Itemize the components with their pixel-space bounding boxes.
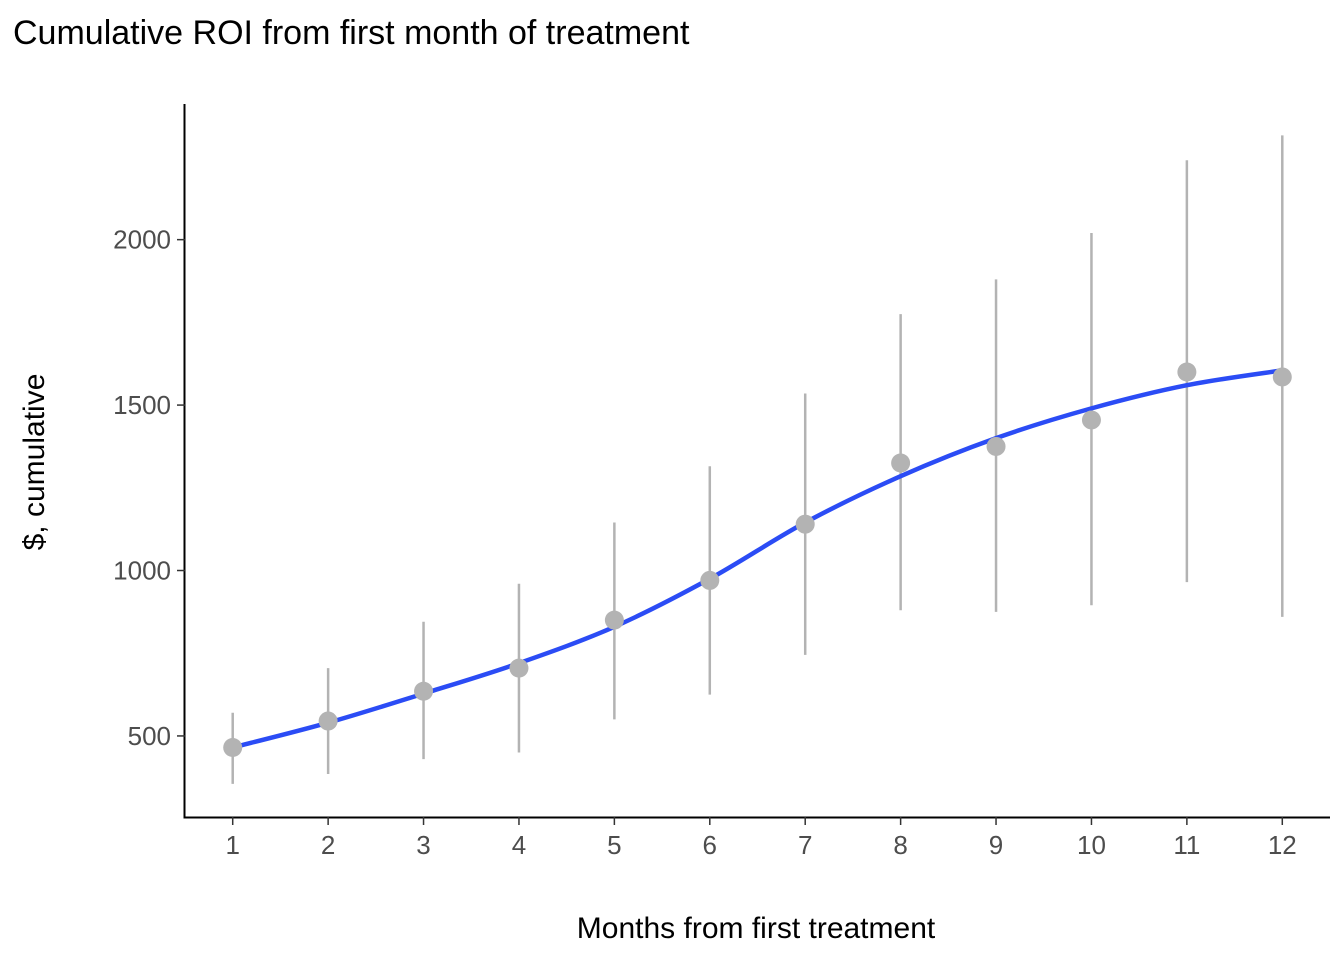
smoothed-trend-line xyxy=(230,368,1285,750)
x-tick-label: 2 xyxy=(321,830,335,860)
x-tick-label: 11 xyxy=(1173,830,1200,860)
x-tick-label: 9 xyxy=(989,830,1003,860)
x-tick-label: 12 xyxy=(1268,830,1297,860)
x-tick-label: 7 xyxy=(798,830,812,860)
x-tick-label: 8 xyxy=(893,830,907,860)
x-tick-label: 6 xyxy=(703,830,717,860)
x-tick-label: 10 xyxy=(1077,830,1106,860)
y-axis-title: $, cumulative xyxy=(18,374,51,551)
data-point xyxy=(509,658,529,678)
data-point xyxy=(1177,362,1197,382)
x-tick-label: 4 xyxy=(512,830,526,860)
data-point xyxy=(891,453,911,473)
data-point xyxy=(700,570,720,590)
x-axis-ticks: 1 2 3 4 5 6 7 8 9 10 11 12 xyxy=(225,817,1297,860)
x-tick-label: 5 xyxy=(607,830,621,860)
y-tick-label: 2000 xyxy=(113,225,171,255)
data-point xyxy=(986,436,1006,456)
data-point xyxy=(1272,367,1292,387)
x-axis-title: Months from first treatment xyxy=(577,912,936,945)
x-tick-label: 1 xyxy=(225,830,239,860)
chart-title: Cumulative ROI from first month of treat… xyxy=(13,14,690,52)
y-tick-label: 1000 xyxy=(113,556,171,586)
data-points xyxy=(223,362,1292,758)
data-point xyxy=(318,711,338,731)
data-point xyxy=(604,610,624,630)
error-bars xyxy=(231,135,1284,784)
y-tick-label: 500 xyxy=(128,721,171,751)
y-tick-label: 1500 xyxy=(113,390,171,420)
data-point xyxy=(223,738,243,758)
data-point xyxy=(795,514,815,534)
y-axis-ticks: 500 1000 1500 2000 xyxy=(113,225,185,751)
data-point xyxy=(1081,410,1101,430)
data-point xyxy=(414,681,434,701)
x-tick-label: 3 xyxy=(416,830,430,860)
